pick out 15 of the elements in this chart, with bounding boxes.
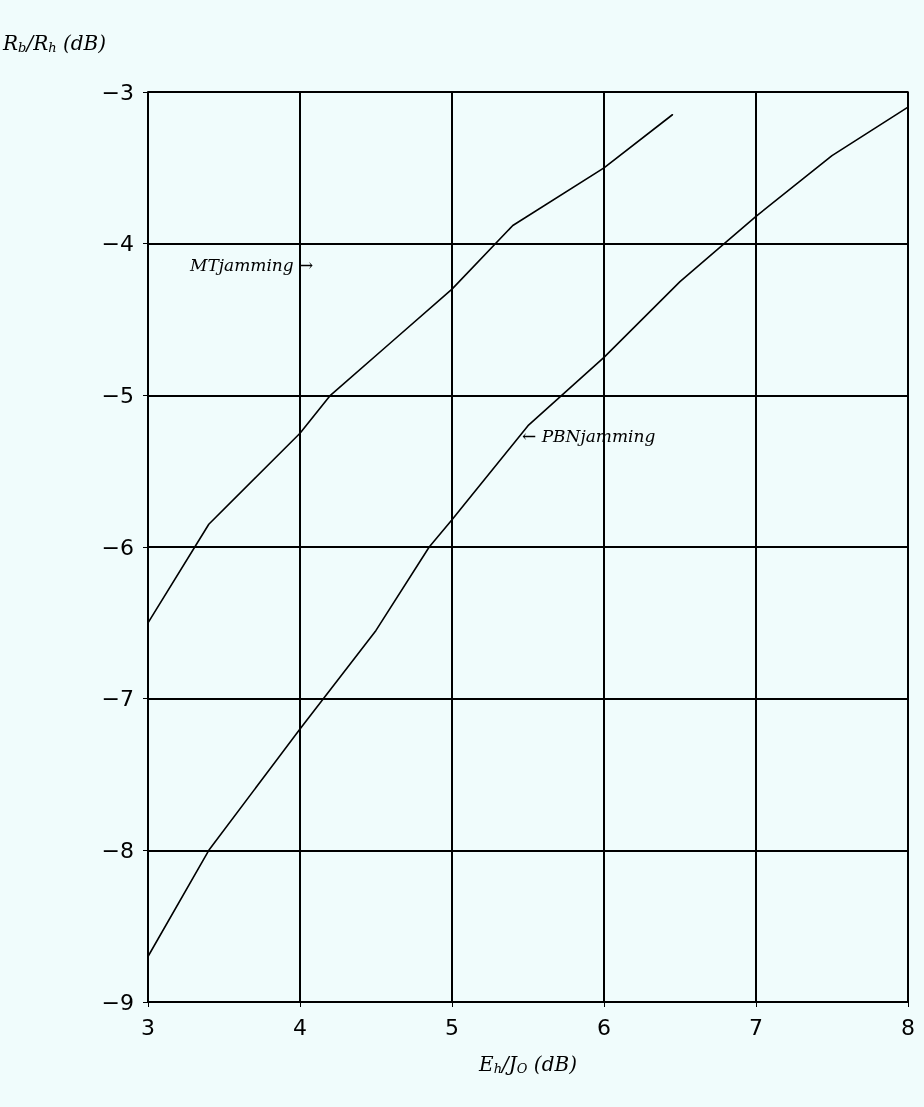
x-tick-label: 6 [597, 1014, 611, 1040]
y-tick-label: −5 [101, 382, 134, 408]
x-tick-label: 3 [141, 1014, 155, 1040]
y-tick-label: −8 [101, 837, 134, 863]
y-tick-label: −6 [101, 534, 134, 560]
x-axis-title: Eh/JO (dB) [478, 1051, 577, 1076]
x-tick-label: 5 [445, 1014, 459, 1040]
y-tick-label: −7 [101, 686, 134, 712]
y-tick-label: −4 [101, 231, 134, 257]
y-tick-label: −9 [101, 989, 134, 1015]
x-tick-label: 8 [901, 1014, 915, 1040]
x-tick-label: 7 [749, 1014, 763, 1040]
x-tick-label: 4 [293, 1014, 307, 1040]
y-axis-title: Rb/Rh (dB) [2, 30, 107, 55]
y-tick-label: −3 [101, 79, 134, 105]
